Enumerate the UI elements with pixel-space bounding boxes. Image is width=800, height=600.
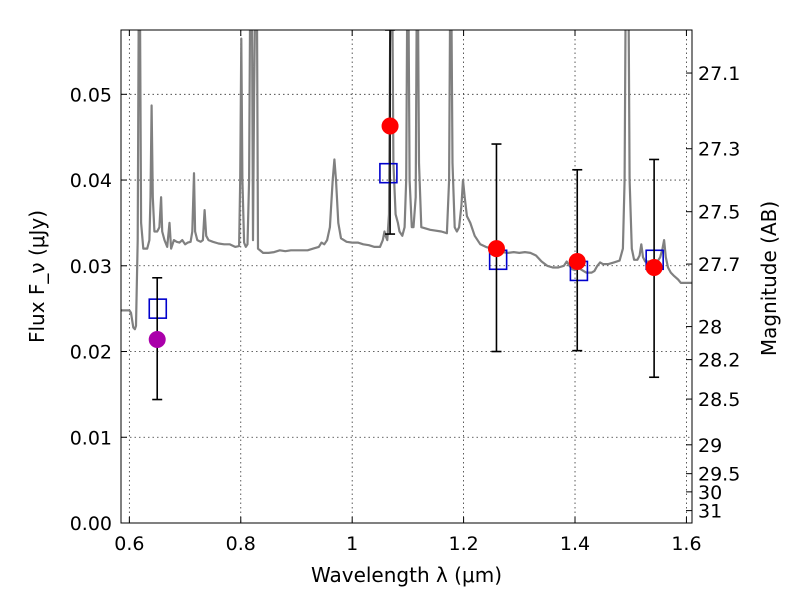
- mag-tick-label: 31: [698, 501, 722, 523]
- y-tick-label: 0.05: [70, 84, 112, 106]
- y2-axis-label: Magnitude (AB): [757, 201, 781, 356]
- y-tick-label: 0.01: [70, 427, 112, 449]
- series-layer: [121, 30, 692, 401]
- y-tick-label: 0.04: [70, 170, 112, 192]
- mag-tick-label: 27.5: [698, 202, 740, 224]
- plot-frame: [120, 29, 693, 524]
- mag-tick-label: 30: [698, 482, 722, 504]
- x-axis-label: Wavelength λ (μm): [311, 563, 502, 587]
- x-tick-label: 1.2: [448, 533, 478, 555]
- mag-tick-label: 28: [698, 317, 722, 339]
- mag-tick-label: 29: [698, 435, 722, 457]
- observed-point: [645, 258, 663, 276]
- y-tick-label: 0.00: [70, 513, 112, 535]
- mag-tick-label: 28.5: [698, 389, 740, 411]
- y-tick-label: 0.02: [70, 342, 112, 364]
- observed-point: [487, 240, 505, 258]
- spectrum-line: [121, 30, 692, 331]
- mag-tick-label: 27.7: [698, 254, 740, 276]
- x-tick-label: 0.6: [114, 533, 144, 555]
- mag-tick-label: 27.3: [698, 139, 740, 161]
- x-tick-label: 0.8: [226, 533, 256, 555]
- observed-point: [568, 252, 586, 270]
- y-axis-label: Flux F_ν (μJy): [25, 210, 49, 343]
- model-square-marker: [379, 162, 398, 184]
- observed-point: [381, 117, 399, 135]
- observed-point: [148, 331, 166, 349]
- x-tick-label: 1.4: [560, 533, 590, 555]
- x-tick-label: 1: [346, 533, 358, 555]
- y-tick-label: 0.03: [70, 256, 112, 278]
- ticks-layer: 0.6 0.8 1 1.2 1.4 1.6 0.00 0.01 0.02 0.03 0.04 0.05…: [70, 30, 740, 555]
- x-tick-label: 1.6: [671, 533, 701, 555]
- mag-tick-label: 27.1: [698, 63, 740, 85]
- mag-tick-label: 28.2: [698, 350, 740, 372]
- mag-tick-label: 29.5: [698, 464, 740, 486]
